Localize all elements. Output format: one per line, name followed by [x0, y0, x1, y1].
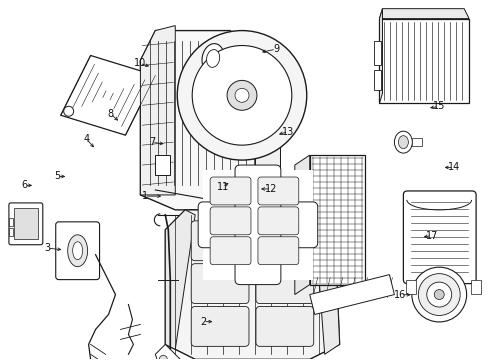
FancyBboxPatch shape	[198, 202, 317, 248]
FancyBboxPatch shape	[258, 237, 298, 265]
Polygon shape	[165, 210, 195, 349]
Text: 1: 1	[142, 191, 147, 201]
Ellipse shape	[398, 136, 407, 149]
Text: 16: 16	[393, 290, 406, 300]
FancyBboxPatch shape	[403, 191, 475, 284]
Ellipse shape	[202, 44, 224, 73]
Ellipse shape	[411, 267, 466, 322]
Bar	[373, 41, 381, 66]
Text: 6: 6	[21, 180, 27, 190]
Text: 14: 14	[447, 162, 459, 172]
Text: 7: 7	[148, 138, 155, 147]
FancyBboxPatch shape	[210, 177, 250, 205]
Ellipse shape	[426, 282, 451, 307]
Bar	[373, 71, 381, 90]
Bar	[9, 228, 13, 236]
FancyBboxPatch shape	[235, 165, 280, 285]
Text: 9: 9	[272, 44, 279, 54]
Circle shape	[177, 31, 306, 160]
Ellipse shape	[206, 50, 219, 67]
Bar	[203, 170, 239, 206]
Ellipse shape	[73, 242, 82, 260]
FancyBboxPatch shape	[191, 221, 248, 261]
Bar	[309, 155, 364, 285]
Polygon shape	[61, 55, 155, 135]
FancyBboxPatch shape	[258, 207, 298, 235]
Polygon shape	[140, 31, 279, 210]
Circle shape	[226, 80, 256, 110]
Text: 15: 15	[432, 102, 445, 112]
FancyBboxPatch shape	[255, 306, 313, 346]
FancyBboxPatch shape	[255, 221, 313, 261]
FancyBboxPatch shape	[191, 306, 248, 346]
Polygon shape	[254, 50, 279, 190]
Circle shape	[192, 45, 291, 145]
Ellipse shape	[433, 289, 443, 300]
FancyBboxPatch shape	[9, 203, 42, 245]
Polygon shape	[155, 155, 170, 175]
Bar	[14, 208, 38, 239]
Circle shape	[235, 88, 248, 102]
Bar	[276, 170, 312, 206]
FancyBboxPatch shape	[255, 264, 313, 303]
Polygon shape	[309, 275, 394, 315]
Ellipse shape	[417, 274, 459, 315]
Bar	[379, 19, 468, 103]
Bar	[470, 280, 480, 293]
FancyBboxPatch shape	[210, 237, 250, 265]
Text: 13: 13	[282, 127, 294, 136]
Text: 10: 10	[133, 58, 145, 68]
Text: 4: 4	[83, 134, 89, 144]
Polygon shape	[165, 210, 339, 359]
Bar	[406, 280, 415, 293]
Polygon shape	[379, 9, 468, 19]
Text: 17: 17	[425, 231, 437, 240]
Circle shape	[159, 355, 167, 360]
Ellipse shape	[394, 131, 411, 153]
Text: 11: 11	[216, 182, 228, 192]
Text: 5: 5	[54, 171, 60, 181]
Text: 8: 8	[107, 109, 113, 119]
Polygon shape	[379, 9, 382, 103]
Text: 3: 3	[44, 243, 50, 253]
FancyBboxPatch shape	[258, 177, 298, 205]
Bar	[9, 218, 13, 226]
FancyBboxPatch shape	[56, 222, 100, 280]
FancyBboxPatch shape	[191, 264, 248, 303]
Polygon shape	[155, 345, 185, 360]
Ellipse shape	[67, 235, 87, 267]
Bar	[411, 138, 422, 146]
Text: 12: 12	[264, 184, 277, 194]
Bar	[203, 244, 239, 280]
Polygon shape	[309, 210, 339, 354]
Polygon shape	[294, 155, 309, 294]
Bar	[276, 244, 312, 280]
Text: 2: 2	[200, 317, 206, 327]
Polygon shape	[140, 26, 175, 195]
FancyBboxPatch shape	[210, 207, 250, 235]
Circle shape	[63, 106, 74, 116]
